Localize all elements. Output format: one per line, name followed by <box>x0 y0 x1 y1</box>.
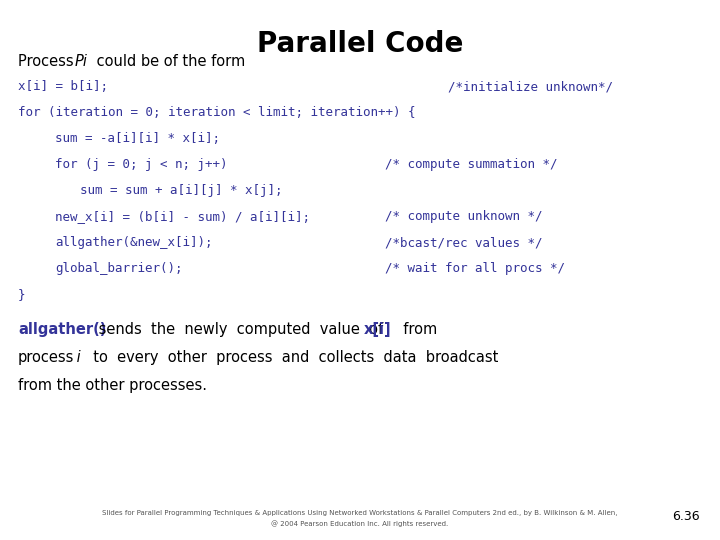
Text: Slides for Parallel Programming Techniques & Applications Using Networked Workst: Slides for Parallel Programming Techniqu… <box>102 510 618 516</box>
Text: could be of the form: could be of the form <box>92 54 246 69</box>
Text: from the other processes.: from the other processes. <box>18 378 207 393</box>
Text: }: } <box>18 288 25 301</box>
Text: sends  the  newly  computed  value  of: sends the newly computed value of <box>94 322 388 337</box>
Text: to  every  other  process  and  collects  data  broadcast: to every other process and collects data… <box>84 350 498 365</box>
Text: /* compute summation */: /* compute summation */ <box>385 158 557 171</box>
Text: from: from <box>394 322 437 337</box>
Text: Pi: Pi <box>75 54 88 69</box>
Text: /*bcast/rec values */: /*bcast/rec values */ <box>385 236 542 249</box>
Text: for (j = 0; j < n; j++): for (j = 0; j < n; j++) <box>55 158 228 171</box>
Text: Parallel Code: Parallel Code <box>257 30 463 58</box>
Text: /* wait for all procs */: /* wait for all procs */ <box>385 262 565 275</box>
Text: 6.36: 6.36 <box>672 510 700 523</box>
Text: sum = sum + a[i][j] * x[j];: sum = sum + a[i][j] * x[j]; <box>80 184 282 197</box>
Text: process: process <box>18 350 74 365</box>
Text: new_x[i] = (b[i] - sum) / a[i][i];: new_x[i] = (b[i] - sum) / a[i][i]; <box>55 210 310 223</box>
Text: global_barrier();: global_barrier(); <box>55 262 182 275</box>
Text: x[i]: x[i] <box>364 322 392 337</box>
Text: allgather(&new_x[i]);: allgather(&new_x[i]); <box>55 236 212 249</box>
Text: /*initialize unknown*/: /*initialize unknown*/ <box>448 80 613 93</box>
Text: /* compute unknown */: /* compute unknown */ <box>385 210 542 223</box>
Text: for (iteration = 0; iteration < limit; iteration++) {: for (iteration = 0; iteration < limit; i… <box>18 106 415 119</box>
Text: allgather(): allgather() <box>18 322 107 337</box>
Text: Process: Process <box>18 54 78 69</box>
Text: i: i <box>72 350 81 365</box>
Text: @ 2004 Pearson Education Inc. All rights reserved.: @ 2004 Pearson Education Inc. All rights… <box>271 520 449 526</box>
Text: x[i] = b[i];: x[i] = b[i]; <box>18 80 108 93</box>
Text: sum = -a[i][i] * x[i];: sum = -a[i][i] * x[i]; <box>55 132 220 145</box>
